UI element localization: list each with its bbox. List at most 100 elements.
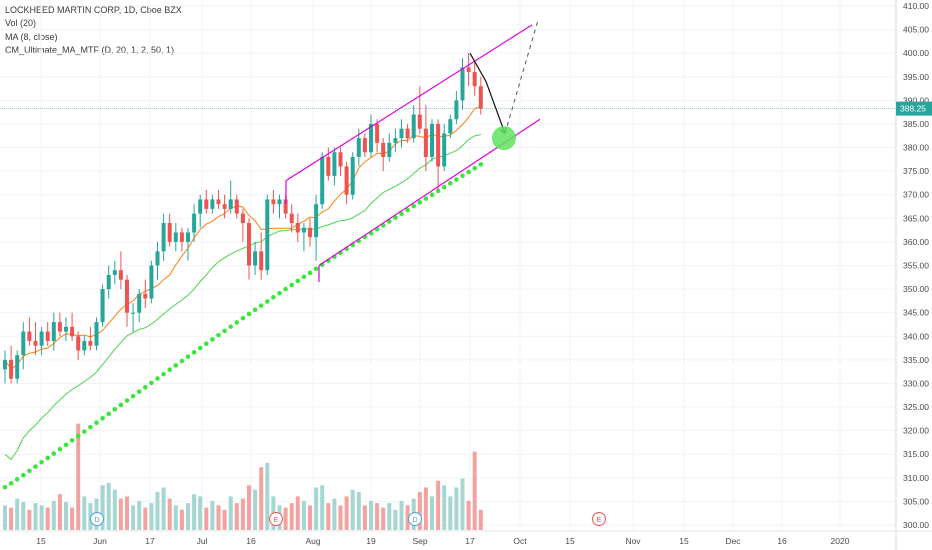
candle-body — [240, 213, 245, 224]
candle-body — [173, 232, 178, 242]
candle-body — [442, 133, 447, 167]
candle-body — [210, 199, 215, 209]
volume-bar — [155, 491, 160, 530]
volume-bar — [454, 487, 459, 530]
target-circle — [492, 126, 516, 151]
volume-bar — [369, 500, 373, 530]
ma50-dot — [63, 442, 69, 448]
ma50-dot — [191, 350, 197, 355]
candle-body — [27, 331, 32, 341]
candle-body — [436, 123, 441, 167]
x-tick-label: Nov — [625, 536, 641, 546]
candle-body — [216, 199, 221, 205]
volume-bar — [283, 507, 288, 530]
ma50-dot — [118, 402, 124, 408]
volume-bar — [64, 502, 68, 530]
volume-bar — [216, 505, 221, 530]
x-tick-label: Jul — [197, 536, 208, 546]
event-label: D — [94, 517, 99, 524]
volume-bar — [198, 496, 203, 530]
volume-bar — [173, 505, 178, 530]
legend-symbol: LOCKHEED MARTIN CORP, 1D, Cboe BZX — [5, 5, 182, 15]
ma50-dot — [94, 420, 99, 426]
candle-body — [350, 156, 355, 195]
volume-bar — [33, 503, 38, 530]
ma50-dot — [136, 389, 142, 395]
candle-body — [387, 142, 392, 157]
ma50-dot — [405, 207, 410, 213]
ma50-dot — [417, 200, 423, 205]
ma50-dot — [435, 188, 441, 194]
ma50-dot — [399, 211, 404, 217]
ma50-dot — [124, 398, 130, 403]
ma50-dot — [289, 282, 295, 288]
volume-bar — [149, 503, 154, 530]
last-price-tag — [896, 101, 932, 116]
volume-bar — [112, 489, 117, 530]
volume-bar — [320, 485, 325, 530]
volume-bar — [222, 509, 227, 530]
x-tick-label: Dec — [725, 536, 741, 546]
event-dividend-marker — [408, 512, 422, 526]
volume-bar — [417, 491, 422, 530]
volume-bar — [118, 498, 123, 530]
candle-body — [411, 114, 416, 139]
volume-bar — [399, 500, 404, 530]
volume-bar — [338, 505, 343, 530]
ma50-dot — [143, 385, 148, 390]
legend-mtf: CM_Ultimate_MA_MTF (D, 20, 1, 2, 50, 1) — [5, 44, 175, 55]
y-tick-label: 350.00 — [903, 284, 929, 294]
ma50-dot — [69, 438, 75, 443]
ma50-dot — [21, 472, 26, 478]
ma50-dot — [51, 451, 57, 456]
ma50-dot — [179, 358, 185, 364]
projection-arrow — [469, 52, 506, 134]
y-tick-label: 355.00 — [903, 261, 929, 271]
x-tick-label: 2020 — [831, 536, 850, 546]
volume-bar — [265, 462, 270, 530]
ma50-dot — [454, 177, 459, 182]
ma50-dot — [14, 477, 20, 482]
event-dividend-marker — [90, 512, 104, 526]
ma50-dot — [313, 266, 319, 272]
candle-body — [118, 270, 123, 280]
x-tick-label: 17 — [465, 536, 475, 546]
volume-bar — [125, 496, 129, 530]
volume-bar — [460, 478, 465, 530]
volume-bar — [375, 503, 380, 530]
candle-body — [448, 119, 453, 134]
ma50-dot — [112, 407, 118, 412]
candle-body — [460, 67, 465, 101]
candle-body — [39, 331, 44, 346]
candle-body — [356, 138, 361, 157]
candle-body — [393, 138, 398, 143]
projection-dashed-line — [504, 20, 539, 134]
candle-body — [3, 359, 7, 370]
volume-bar — [21, 502, 26, 530]
volume-bar — [234, 503, 239, 530]
volume-bar — [57, 494, 62, 530]
volume-bar — [405, 505, 410, 530]
volume-bar — [167, 498, 172, 530]
ma50-dot — [75, 433, 81, 439]
candle-body — [88, 340, 93, 346]
ma50-dot — [234, 320, 240, 325]
ma50-dot — [167, 367, 172, 373]
candle-body — [247, 223, 251, 266]
candle-body — [167, 223, 172, 242]
ma50-dot — [2, 484, 8, 490]
ma50-dot — [8, 481, 14, 486]
volume-bar — [344, 496, 349, 530]
ma50-dot — [216, 332, 221, 338]
candle-body — [112, 270, 117, 275]
candle-body — [222, 204, 227, 209]
x-tick-label: Jun — [93, 536, 107, 546]
candle-body — [405, 128, 410, 139]
ma50-dot — [197, 345, 203, 351]
candle-body — [179, 232, 184, 242]
volume-bar — [308, 505, 312, 530]
candle-body — [430, 123, 434, 157]
volume-bar — [259, 467, 264, 530]
ma50-dot — [301, 274, 307, 280]
